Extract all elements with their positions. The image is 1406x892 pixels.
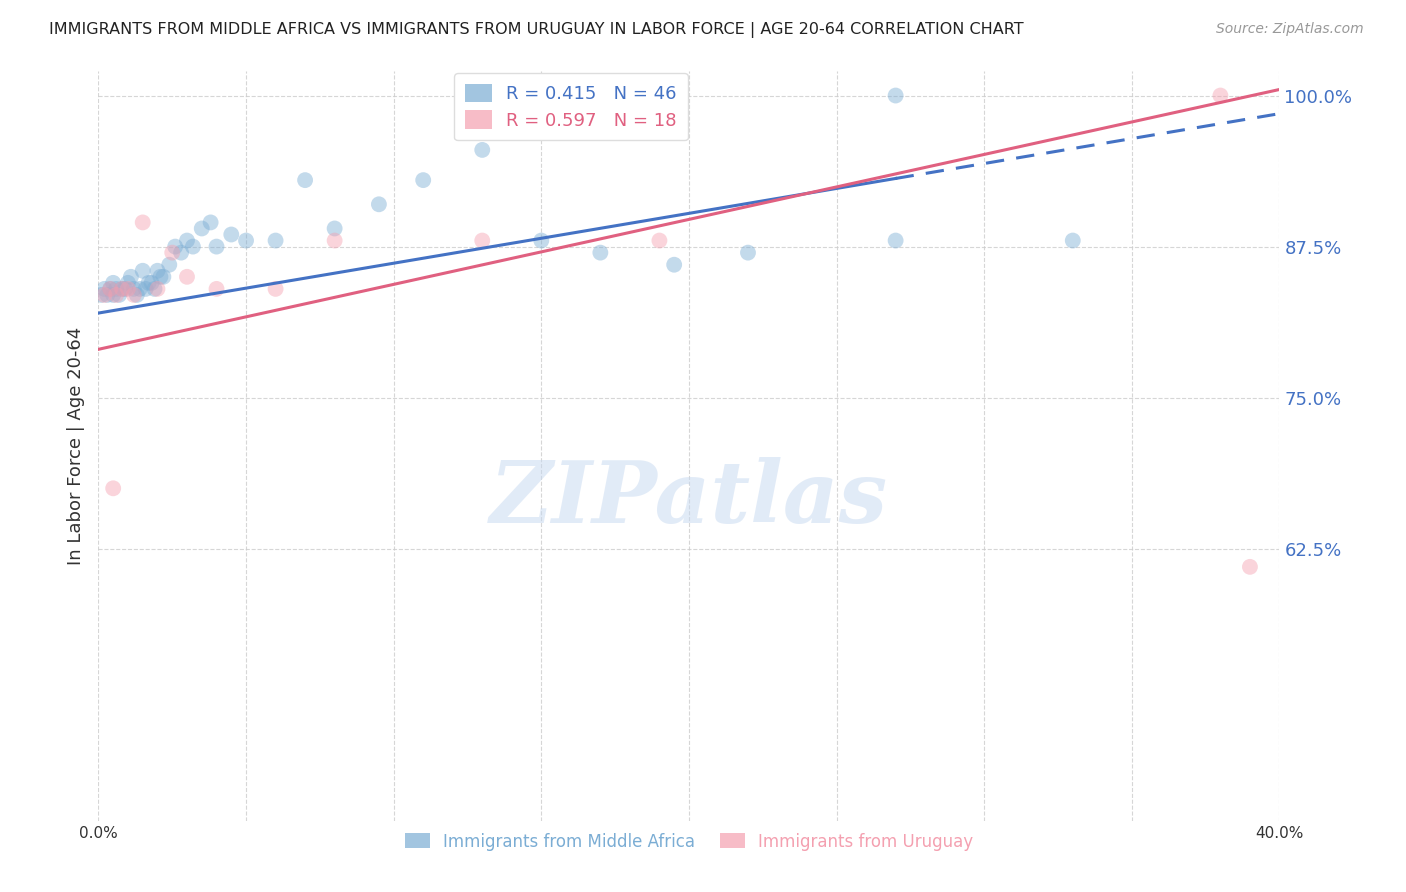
Point	[108, 288, 131, 302]
Point	[105, 282, 128, 296]
Point	[264, 234, 287, 248]
Point	[146, 282, 169, 296]
Point	[170, 245, 193, 260]
Point	[323, 221, 346, 235]
Text: ZIPatlas: ZIPatlas	[489, 457, 889, 541]
Point	[111, 282, 134, 296]
Point	[205, 282, 228, 296]
Point	[152, 269, 174, 284]
Legend: Immigrants from Middle Africa, Immigrants from Uruguay: Immigrants from Middle Africa, Immigrant…	[398, 826, 980, 857]
Point	[884, 88, 907, 103]
Point	[132, 215, 155, 229]
Point	[200, 215, 222, 229]
Point	[98, 282, 121, 296]
Point	[143, 282, 166, 296]
Point	[221, 227, 243, 242]
Point	[149, 269, 172, 284]
Point	[93, 282, 115, 296]
Point	[135, 282, 157, 296]
Point	[114, 282, 136, 296]
Point	[141, 276, 163, 290]
Point	[368, 197, 391, 211]
Text: Source: ZipAtlas.com: Source: ZipAtlas.com	[1216, 22, 1364, 37]
Point	[117, 282, 139, 296]
Point	[120, 269, 142, 284]
Point	[176, 234, 198, 248]
Point	[165, 239, 187, 253]
Point	[176, 269, 198, 284]
Point	[530, 234, 553, 248]
Point	[664, 258, 686, 272]
Point	[117, 276, 139, 290]
Y-axis label: In Labor Force | Age 20-64: In Labor Force | Age 20-64	[66, 326, 84, 566]
Point	[181, 239, 204, 253]
Point	[323, 234, 346, 248]
Point	[264, 282, 287, 296]
Point	[111, 282, 134, 296]
Point	[138, 276, 160, 290]
Point	[103, 276, 125, 290]
Point	[125, 288, 148, 302]
Point	[103, 481, 125, 495]
Point	[122, 288, 145, 302]
Point	[90, 288, 112, 302]
Point	[1062, 234, 1084, 248]
Point	[471, 234, 494, 248]
Point	[93, 288, 115, 302]
Point	[737, 245, 759, 260]
Point	[98, 282, 121, 296]
Point	[412, 173, 434, 187]
Point	[235, 234, 257, 248]
Point	[471, 143, 494, 157]
Point	[146, 264, 169, 278]
Point	[589, 245, 612, 260]
Point	[96, 288, 118, 302]
Point	[105, 288, 128, 302]
Point	[205, 239, 228, 253]
Point	[103, 288, 125, 302]
Point	[884, 234, 907, 248]
Point	[132, 264, 155, 278]
Point	[122, 282, 145, 296]
Point	[191, 221, 214, 235]
Point	[648, 234, 671, 248]
Point	[162, 245, 183, 260]
Point	[128, 282, 150, 296]
Point	[1239, 559, 1261, 574]
Text: IMMIGRANTS FROM MIDDLE AFRICA VS IMMIGRANTS FROM URUGUAY IN LABOR FORCE | AGE 20: IMMIGRANTS FROM MIDDLE AFRICA VS IMMIGRA…	[49, 22, 1024, 38]
Point	[157, 258, 180, 272]
Point	[1209, 88, 1232, 103]
Point	[294, 173, 316, 187]
